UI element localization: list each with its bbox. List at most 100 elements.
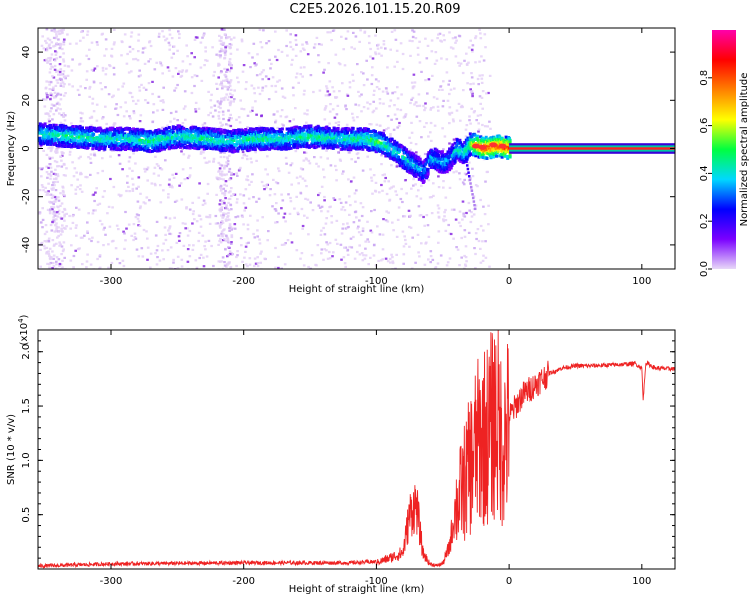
noise-speckle bbox=[216, 87, 219, 90]
ridge-mark bbox=[209, 132, 213, 136]
noise-speckle bbox=[250, 84, 254, 87]
ridge-mark bbox=[151, 146, 155, 149]
ridge-mark bbox=[86, 126, 90, 130]
noise-speckle bbox=[52, 177, 56, 181]
noise-speckle bbox=[256, 264, 260, 268]
ridge-mark bbox=[112, 143, 116, 147]
noise-speckle bbox=[226, 214, 230, 218]
noise-speckle bbox=[52, 187, 55, 190]
ridge-mark bbox=[293, 144, 297, 148]
noise-speckle bbox=[184, 70, 188, 73]
noise-speckle bbox=[91, 97, 95, 100]
noise-speckle bbox=[325, 217, 328, 220]
noise-speckle bbox=[63, 38, 66, 41]
noise-speckle bbox=[222, 178, 225, 181]
noise-speckle bbox=[142, 228, 146, 232]
noise-speckle bbox=[222, 212, 225, 215]
noise-speckle bbox=[54, 200, 57, 203]
ridge-mark bbox=[229, 144, 233, 148]
noise-speckle bbox=[158, 259, 162, 262]
ridge-mark bbox=[147, 135, 151, 139]
noise-speckle bbox=[227, 262, 231, 265]
noise-speckle bbox=[226, 36, 229, 39]
ridge-mark bbox=[313, 138, 317, 142]
noise-speckle bbox=[185, 44, 188, 47]
noise-speckle bbox=[41, 207, 44, 210]
noise-speckle bbox=[117, 228, 120, 231]
noise-speckle bbox=[295, 195, 298, 198]
noise-speckle bbox=[284, 116, 288, 119]
ridge-mark bbox=[159, 141, 162, 145]
ridge-mark bbox=[72, 142, 76, 146]
noise-speckle bbox=[159, 201, 163, 204]
ridge-mark bbox=[334, 139, 338, 143]
noise-speckle bbox=[62, 58, 65, 61]
noise-speckle bbox=[464, 135, 468, 138]
noise-speckle bbox=[416, 53, 420, 56]
ridge-mark bbox=[269, 146, 273, 150]
noise-speckle bbox=[53, 160, 57, 163]
noise-speckle bbox=[40, 221, 43, 224]
noise-speckle bbox=[59, 73, 62, 76]
noise-speckle bbox=[477, 122, 480, 125]
ridge-mark bbox=[288, 146, 291, 150]
ridge-mark bbox=[298, 135, 302, 139]
noise-speckle bbox=[463, 267, 466, 269]
noise-speckle bbox=[289, 196, 292, 200]
noise-speckle bbox=[45, 94, 49, 97]
ridge-mark bbox=[128, 128, 132, 131]
ridge-mark bbox=[259, 137, 263, 141]
noise-speckle bbox=[132, 112, 136, 115]
noise-speckle bbox=[199, 151, 203, 154]
noise-speckle bbox=[84, 87, 87, 90]
ridge-mark bbox=[264, 138, 268, 142]
noise-speckle bbox=[370, 231, 374, 234]
ridge-mark bbox=[349, 148, 353, 152]
noise-speckle bbox=[106, 212, 109, 215]
noise-speckle bbox=[222, 229, 225, 232]
noise-speckle bbox=[75, 206, 78, 209]
noise-speckle bbox=[226, 236, 229, 239]
ridge-mark bbox=[354, 134, 358, 138]
noise-speckle bbox=[326, 157, 329, 160]
noise-speckle bbox=[410, 98, 413, 101]
ridge-mark bbox=[91, 140, 95, 144]
ridge-mark bbox=[309, 144, 313, 148]
noise-speckle bbox=[47, 80, 51, 83]
noise-speckle bbox=[302, 264, 306, 267]
noise-speckle bbox=[464, 263, 467, 266]
noise-speckle bbox=[110, 55, 114, 58]
ridge-mark bbox=[85, 136, 89, 140]
ridge-mark bbox=[52, 142, 56, 146]
noise-speckle bbox=[55, 33, 58, 36]
noise-speckle bbox=[386, 220, 390, 223]
noise-speckle bbox=[93, 199, 96, 203]
ridge-mark bbox=[245, 138, 249, 142]
ridge-mark bbox=[300, 137, 304, 141]
noise-speckle bbox=[480, 96, 484, 99]
ridge-mark bbox=[354, 136, 358, 140]
noise-speckle bbox=[474, 35, 478, 38]
ridge-mark bbox=[340, 130, 344, 134]
ridge-mark bbox=[316, 134, 320, 138]
noise-speckle bbox=[357, 225, 360, 228]
noise-speckle bbox=[260, 114, 263, 117]
noise-speckle bbox=[168, 227, 171, 230]
noise-speckle bbox=[382, 129, 386, 132]
noise-speckle bbox=[46, 96, 49, 99]
noise-speckle bbox=[57, 38, 60, 41]
noise-speckle bbox=[117, 154, 121, 157]
noise-speckle bbox=[391, 92, 394, 95]
noise-speckle bbox=[290, 241, 294, 244]
noise-speckle bbox=[223, 202, 226, 205]
ridge-mark bbox=[168, 143, 172, 146]
noise-speckle bbox=[427, 179, 431, 182]
noise-speckle bbox=[410, 131, 414, 134]
noise-speckle bbox=[439, 254, 443, 257]
noise-speckle bbox=[86, 30, 90, 33]
noise-speckle bbox=[386, 115, 390, 118]
noise-speckle bbox=[51, 250, 54, 253]
noise-speckle bbox=[159, 184, 162, 187]
noise-speckle bbox=[470, 76, 474, 79]
noise-speckle bbox=[225, 93, 228, 96]
